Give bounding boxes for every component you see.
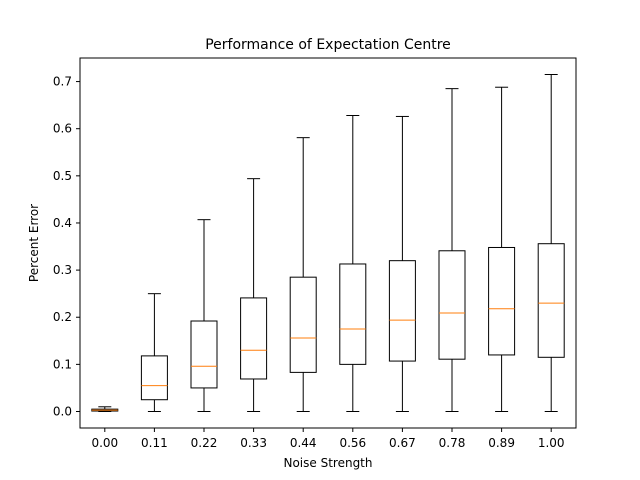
box-iqr (488, 246, 516, 356)
x-tick-label: 0.89 (488, 436, 515, 450)
y-tick-label: 0.0 (53, 405, 72, 419)
chart-title: Performance of Expectation Centre (205, 37, 451, 53)
box-iqr (240, 297, 268, 380)
y-tick-label: 0.5 (53, 169, 72, 183)
y-tick-label: 0.7 (53, 75, 72, 89)
y-axis-label: Percent Error (27, 204, 41, 282)
y-tick-label: 0.1 (53, 357, 72, 371)
box-iqr (537, 243, 565, 358)
x-tick-label: 0.11 (141, 436, 168, 450)
x-tick-label: 0.56 (339, 436, 366, 450)
box-group (289, 137, 317, 413)
y-tick-label: 0.4 (53, 216, 72, 230)
box-iqr (289, 276, 317, 373)
box-group (488, 86, 516, 413)
box-group (537, 73, 565, 413)
x-tick-label: 0.33 (240, 436, 267, 450)
box-iqr (339, 263, 367, 365)
y-tick-label: 0.3 (53, 263, 72, 277)
x-tick-label: 0.00 (91, 436, 118, 450)
box-iqr (190, 320, 218, 389)
x-tick-label: 1.00 (538, 436, 565, 450)
box-group (438, 88, 466, 413)
axes-frame (79, 57, 577, 429)
x-tick-label: 0.44 (290, 436, 317, 450)
x-tick-label: 0.78 (439, 436, 466, 450)
x-tick-label: 0.22 (191, 436, 218, 450)
box-group (140, 293, 168, 413)
box-group (240, 178, 268, 413)
box-iqr (438, 250, 466, 360)
x-axis-label: Noise Strength (283, 456, 372, 470)
y-tick-label: 0.2 (53, 310, 72, 324)
box-group (91, 406, 119, 413)
box-group (339, 115, 367, 413)
plot-marks (91, 73, 565, 413)
box-iqr (388, 260, 416, 362)
y-axis: 0.0 0.1 0.2 0.3 0.4 0.5 0.6 0.7 (53, 75, 80, 419)
x-tick-label: 0.67 (389, 436, 416, 450)
box-group (190, 219, 218, 413)
y-tick-label: 0.6 (53, 122, 72, 136)
box-iqr (140, 355, 168, 401)
box-group (388, 115, 416, 413)
x-axis: 0.00 0.11 0.22 0.33 0.44 0.56 0.67 0.78 0.89 1.00 (91, 428, 565, 450)
